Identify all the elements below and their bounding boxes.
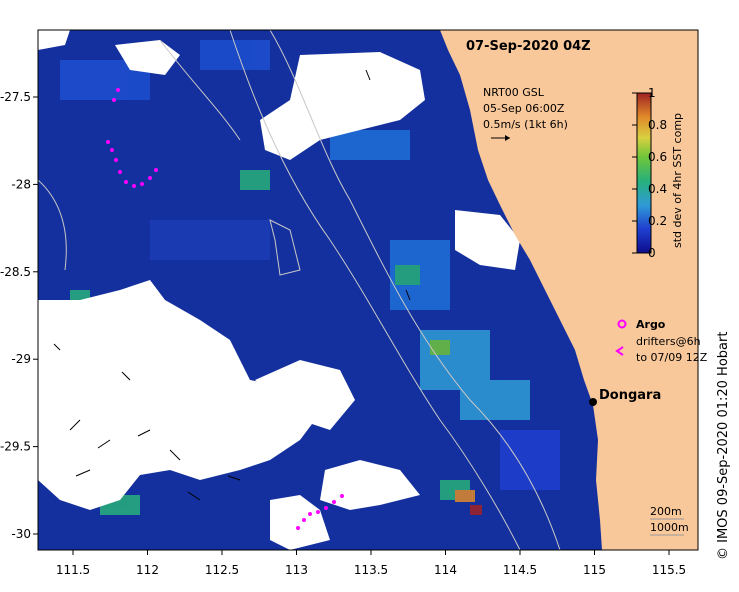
y-tick-label: -27.5 (0, 90, 31, 104)
x-tick-label: 113 (285, 563, 308, 577)
current-label-line1: NRT00 GSL (483, 86, 545, 99)
drifter-symbol-icon (615, 346, 624, 356)
map-title: 07-Sep-2020 04Z (466, 39, 591, 54)
legend-argo: Argo (636, 318, 666, 331)
land-mass (440, 30, 698, 550)
x-tick-label: 114.5 (503, 563, 537, 577)
x-tick-label: 113.5 (354, 563, 388, 577)
colorbar-tick-label: 0.2 (648, 214, 667, 228)
scale-depth1: 200m (650, 505, 682, 518)
place-name: Dongara (599, 388, 661, 403)
y-tick-label: -28.5 (0, 265, 31, 279)
colorbar (636, 92, 652, 254)
dongara-marker (589, 398, 597, 406)
drifter-tracks (106, 88, 344, 530)
plot-area (38, 30, 698, 550)
plot-frame (37, 29, 699, 551)
x-tick-label: 115.5 (652, 563, 686, 577)
colorbar-tick-label: 0.4 (648, 182, 667, 196)
bathymetry-contours (38, 30, 561, 550)
legend-drifters-line1: drifters@6h (636, 335, 701, 348)
x-tick-label: 115 (583, 563, 606, 577)
x-tick-label: 114 (434, 563, 457, 577)
current-vectors (53, 69, 411, 501)
x-axis: 111.5 112 112.5 113 113.5 114 114.5 115 115.5 (56, 550, 686, 577)
credit: © IMOS 09-Sep-2020 01:20 Hobart (716, 331, 731, 560)
argo-symbol-icon (617, 319, 627, 329)
legend-drifters-line2: to 07/09 12Z (636, 351, 708, 364)
scale-depth2: 1000m (650, 521, 689, 534)
colorbar-tick-label: 0.8 (648, 118, 667, 132)
colorbar-tick-label: 1 (648, 86, 656, 100)
y-tick-label: -30 (11, 527, 31, 541)
y-tick-label: -28 (11, 177, 31, 191)
cloud-mask (38, 30, 640, 550)
current-label-line2: 05-Sep 06:00Z (483, 102, 565, 115)
x-tick-label: 112 (136, 563, 159, 577)
colorbar-tick-label: 0.6 (648, 150, 667, 164)
reference-arrow-icon (491, 135, 510, 141)
colorbar-ticks: 0 0.2 0.4 0.6 0.8 1 (632, 86, 667, 260)
x-tick-label: 111.5 (56, 563, 90, 577)
colorbar-tick-label: 0 (648, 246, 656, 260)
current-label-line3: 0.5m/s (1kt 6h) (483, 118, 568, 131)
x-tick-label: 112.5 (205, 563, 239, 577)
colorbar-label: std dev of 4hr SST comp (671, 113, 684, 248)
y-tick-label: -29.5 (0, 440, 31, 454)
y-axis: -27.5 -28 -28.5 -29 -29.5 -30 (0, 90, 38, 541)
y-tick-label: -29 (11, 352, 31, 366)
